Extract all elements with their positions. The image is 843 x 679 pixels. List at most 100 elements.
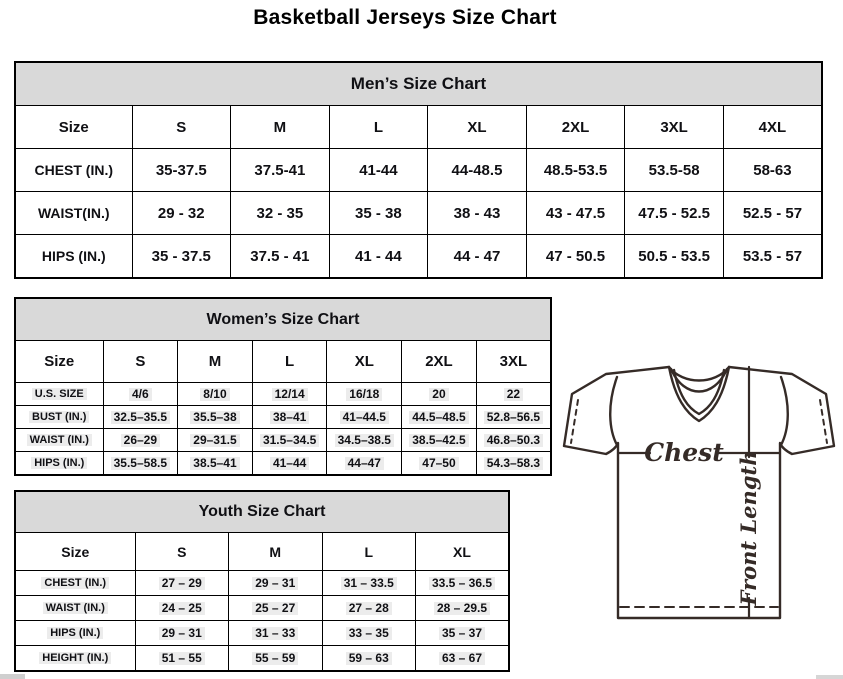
womens-cell: 38.5–41 xyxy=(177,451,253,476)
womens-col-header: 3XL xyxy=(475,340,552,383)
youth-cell: 28 – 29.5 xyxy=(415,595,510,621)
womens-cell: 35.5–58.5 xyxy=(102,451,179,476)
mens-cell: 52.5 - 57 xyxy=(722,191,823,235)
mens-row-label: HIPS (IN.) xyxy=(14,234,133,279)
youth-row-label: WAIST (IN.) xyxy=(14,595,136,621)
youth-cell: 59 – 63 xyxy=(321,645,416,672)
front-length-label: Front Length xyxy=(736,451,761,607)
collar-inner-v xyxy=(672,368,726,416)
womens-cell: 44.5–48.5 xyxy=(401,405,477,429)
womens-cell: 22 xyxy=(475,382,552,406)
youth-cell: 29 – 31 xyxy=(228,570,323,596)
youth-row-label: CHEST (IN.) xyxy=(14,570,136,596)
mens-cell: 35 - 37.5 xyxy=(131,234,232,279)
mens-col-header: M xyxy=(230,105,330,149)
mens-cell: 53.5-58 xyxy=(624,148,724,192)
youth-cell: 33 – 35 xyxy=(321,620,416,646)
mens-cell: 35-37.5 xyxy=(131,148,232,192)
mens-col-header: S xyxy=(131,105,232,149)
womens-cell: 47–50 xyxy=(401,451,477,476)
youth-cell: 24 – 25 xyxy=(134,595,229,621)
mens-cell: 44-48.5 xyxy=(427,148,527,192)
youth-row-label: HEIGHT (IN.) xyxy=(14,645,136,672)
youth-cell: 35 – 37 xyxy=(415,620,510,646)
youth-col-header: L xyxy=(321,532,416,571)
womens-cell: 29–31.5 xyxy=(177,428,253,452)
table-row: HIPS (IN.) 35 - 37.5 37.5 - 41 41 - 44 4… xyxy=(14,234,823,279)
collar-outer-v xyxy=(667,365,731,423)
womens-cell: 38–41 xyxy=(251,405,328,429)
youth-cell: 31 – 33.5 xyxy=(321,570,416,596)
mens-cell: 37.5 - 41 xyxy=(230,234,330,279)
womens-cell: 26–29 xyxy=(102,428,179,452)
mens-cell: 47 - 50.5 xyxy=(525,234,626,279)
jersey-diagram: Chest Front Length xyxy=(562,365,836,620)
womens-cell: 4/6 xyxy=(102,382,179,406)
womens-row-label: HIPS (IN.) xyxy=(14,451,104,476)
womens-cell: 20 xyxy=(401,382,477,406)
womens-col-header: M xyxy=(177,340,253,383)
youth-col-header: Size xyxy=(14,532,136,571)
youth-cell: 27 – 28 xyxy=(321,595,416,621)
table-row: HIPS (IN.) 35.5–58.5 38.5–41 41–44 44–47… xyxy=(14,451,552,476)
collar-back-arc-1 xyxy=(667,365,731,382)
horizontal-scrollbar-right-fragment[interactable] xyxy=(816,675,843,679)
youth-cell: 63 – 67 xyxy=(415,645,510,672)
mens-cell: 41-44 xyxy=(328,148,429,192)
mens-cell: 44 - 47 xyxy=(427,234,527,279)
mens-size-table: Men’s Size Chart Size S M L XL 2XL 3XL 4… xyxy=(14,61,823,279)
womens-size-table: Women’s Size Chart Size S M L XL 2XL 3XL… xyxy=(14,297,552,476)
table-row: WAIST(IN.) 29 - 32 32 - 35 35 - 38 38 - … xyxy=(14,191,823,235)
womens-col-header: Size xyxy=(14,340,104,383)
womens-col-header: L xyxy=(251,340,328,383)
mens-cell: 47.5 - 52.5 xyxy=(624,191,724,235)
mens-cell: 58-63 xyxy=(722,148,823,192)
mens-cell: 35 - 38 xyxy=(328,191,429,235)
mens-col-header: XL xyxy=(427,105,527,149)
youth-row-label: HIPS (IN.) xyxy=(14,620,136,646)
womens-cell: 52.8–56.5 xyxy=(475,405,552,429)
womens-row-label: U.S. SIZE xyxy=(14,382,104,406)
mens-cell: 53.5 - 57 xyxy=(722,234,823,279)
left-cuff-stitch-line xyxy=(570,399,579,444)
right-cuff-stitch-line xyxy=(819,399,828,444)
womens-col-header: S xyxy=(102,340,179,383)
mens-row-label: CHEST (IN.) xyxy=(14,148,133,192)
mens-cell: 41 - 44 xyxy=(328,234,429,279)
mens-cell: 43 - 47.5 xyxy=(525,191,626,235)
womens-cell: 46.8–50.3 xyxy=(475,428,552,452)
mens-row-label: WAIST(IN.) xyxy=(14,191,133,235)
womens-cell: 41–44 xyxy=(251,451,328,476)
horizontal-scrollbar-left-fragment[interactable] xyxy=(0,674,25,679)
chest-label: Chest xyxy=(644,438,724,467)
mens-col-header: 3XL xyxy=(624,105,724,149)
womens-cell: 44–47 xyxy=(326,451,403,476)
youth-table-title: Youth Size Chart xyxy=(14,490,510,533)
mens-cell: 29 - 32 xyxy=(131,191,232,235)
table-row: WAIST (IN.) 26–29 29–31.5 31.5–34.5 34.5… xyxy=(14,428,552,452)
youth-cell: 33.5 – 36.5 xyxy=(415,570,510,596)
left-sleeve-seam xyxy=(609,375,619,447)
table-row: U.S. SIZE 4/6 8/10 12/14 16/18 20 22 xyxy=(14,382,552,406)
youth-cell: 55 – 59 xyxy=(228,645,323,672)
mens-cell: 48.5-53.5 xyxy=(525,148,626,192)
jersey-outline xyxy=(562,365,836,620)
womens-cell: 8/10 xyxy=(177,382,253,406)
womens-row-label: WAIST (IN.) xyxy=(14,428,104,452)
mens-cell: 38 - 43 xyxy=(427,191,527,235)
table-row: WAIST (IN.) 24 – 25 25 – 27 27 – 28 28 –… xyxy=(14,595,510,621)
youth-cell: 29 – 31 xyxy=(134,620,229,646)
mens-cell: 37.5-41 xyxy=(230,148,330,192)
womens-table-title: Women’s Size Chart xyxy=(14,297,552,341)
mens-cell: 50.5 - 53.5 xyxy=(624,234,724,279)
table-row: HIPS (IN.) 29 – 31 31 – 33 33 – 35 35 – … xyxy=(14,620,510,646)
youth-col-header: S xyxy=(134,532,229,571)
table-row: CHEST (IN.) 27 – 29 29 – 31 31 – 33.5 33… xyxy=(14,570,510,596)
womens-cell: 41–44.5 xyxy=(326,405,403,429)
womens-cell: 35.5–38 xyxy=(177,405,253,429)
table-row: HEIGHT (IN.) 51 – 55 55 – 59 59 – 63 63 … xyxy=(14,645,510,672)
youth-cell: 25 – 27 xyxy=(228,595,323,621)
youth-cell: 51 – 55 xyxy=(134,645,229,672)
womens-cell: 32.5–35.5 xyxy=(102,405,179,429)
mens-col-header: L xyxy=(328,105,429,149)
